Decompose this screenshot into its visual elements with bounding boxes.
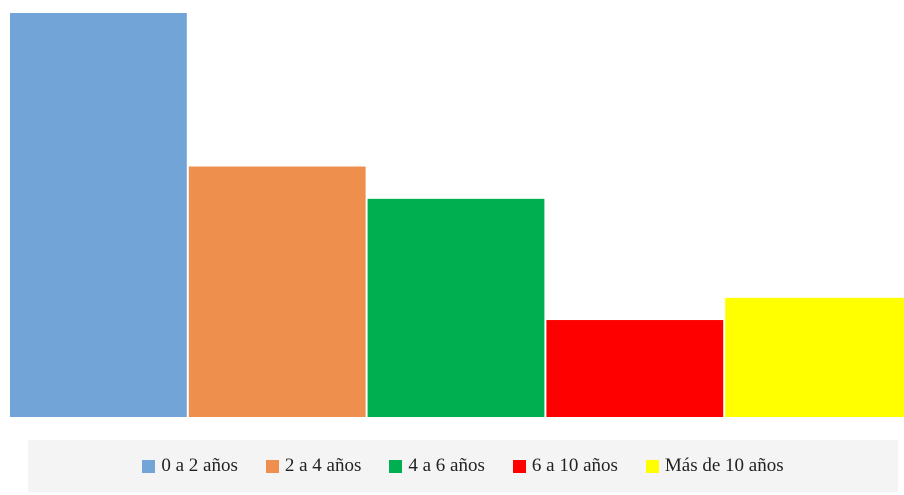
legend-item-4-6: 4 a 6 años	[389, 455, 485, 477]
legend-swatch	[142, 459, 156, 473]
legend-label: Más de 10 años	[664, 455, 784, 476]
bar-1	[10, 13, 187, 417]
legend-swatch	[389, 459, 403, 473]
bar-2	[188, 166, 366, 417]
legend-label: 0 a 2 años	[161, 455, 238, 476]
legend-item-2-4: 2 a 4 años	[265, 455, 362, 477]
legend-item-0-2: 0 a 2 años	[142, 455, 238, 477]
legend-swatch	[645, 459, 659, 473]
legend-swatch	[512, 459, 526, 473]
legend-swatch	[265, 459, 279, 473]
bar-5	[725, 297, 904, 417]
bar-chart	[10, 13, 904, 417]
legend-item-mas-10: Más de 10 años	[645, 455, 784, 477]
bar-3	[367, 198, 545, 417]
legend-label: 2 a 4 años	[284, 455, 362, 476]
bar-4	[546, 320, 724, 417]
legend-item-6-10: 6 a 10 años	[512, 455, 618, 477]
legend-label: 4 a 6 años	[408, 455, 485, 476]
chart-legend: 0 a 2 años 2 a 4 años 4 a 6 años 6 a 10 …	[28, 440, 898, 492]
legend-label: 6 a 10 años	[531, 455, 618, 476]
bars-group	[10, 13, 904, 417]
